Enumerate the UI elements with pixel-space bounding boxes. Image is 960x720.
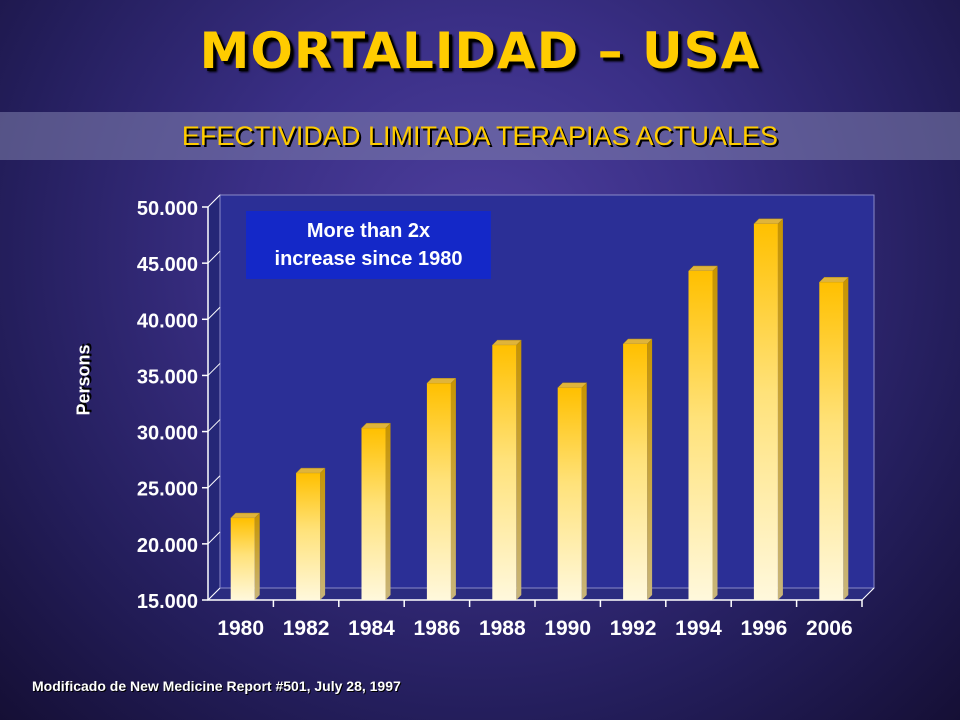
slide-title: MORTALIDAD – USA (199, 22, 761, 80)
bar (688, 271, 713, 600)
y-tick-depth (207, 419, 221, 432)
bar (753, 223, 778, 601)
bar-side (385, 423, 391, 600)
bar (361, 428, 386, 600)
annotation-callout: More than 2x increase since 1980 (246, 211, 491, 279)
bar-top (687, 265, 719, 272)
y-tick-depth (207, 306, 221, 320)
y-tick-depth (207, 587, 221, 601)
y-tick-label: 45.000 (137, 254, 198, 276)
y-tick-depth (207, 475, 221, 489)
bar-top (818, 276, 849, 283)
x-axis-depth (861, 587, 875, 601)
bar-top (491, 339, 522, 346)
y-tick-label: 30.000 (137, 423, 198, 445)
plot-side-wall (207, 193, 221, 602)
x-tick-label: 1984 (348, 617, 395, 640)
bar-top (753, 218, 784, 225)
y-tick-depth (207, 194, 221, 208)
bar (296, 473, 321, 600)
bar-side (712, 266, 718, 600)
bar (426, 383, 451, 600)
bar-side (777, 218, 783, 601)
x-tick-label: 2006 (806, 617, 853, 640)
y-tick-label: 25.000 (137, 479, 198, 501)
y-tick-label: 15.000 (137, 591, 198, 613)
bar (557, 387, 582, 600)
x-tick-label: 1990 (544, 617, 591, 640)
bar-side (647, 338, 653, 600)
y-tick-depth (207, 363, 221, 376)
bar (819, 282, 844, 600)
bar-side (516, 340, 522, 600)
y-tick-depth (207, 250, 221, 264)
bar-top (295, 467, 326, 474)
bar-side (581, 382, 587, 600)
bar-top (230, 512, 261, 519)
x-tick-label: 1982 (283, 617, 330, 640)
x-tick-label: 1996 (741, 617, 788, 640)
bar-top (426, 378, 457, 384)
bar-side (450, 378, 456, 600)
y-tick-label: 20.000 (137, 535, 198, 557)
x-tick-label: 1992 (610, 617, 657, 640)
slide-subtitle: EFECTIVIDAD LIMITADA TERAPIAS ACTUALES (181, 121, 779, 151)
bar-top (557, 382, 588, 389)
source-note: Modificado de New Medicine Report #501, … (32, 678, 401, 694)
y-axis-label: Persons (73, 344, 94, 416)
y-tick-label: 35.000 (137, 366, 198, 388)
bar-top (360, 422, 392, 429)
annotation-line-1: More than 2x (306, 220, 431, 242)
bar (623, 343, 648, 600)
bar-top (622, 338, 653, 345)
bar (230, 518, 255, 600)
bar (492, 345, 517, 600)
bar-side (254, 513, 260, 600)
y-tick-depth (207, 531, 221, 545)
x-tick-label: 1986 (414, 617, 461, 640)
bar-side (320, 468, 326, 600)
bar-side (843, 277, 849, 600)
subtitle-band (0, 112, 960, 160)
y-tick-label: 50.000 (137, 198, 198, 220)
x-tick-label: 1988 (479, 617, 526, 640)
x-tick-label: 1994 (675, 617, 722, 640)
y-tick-label: 40.000 (137, 310, 198, 332)
x-tick-label: 1980 (217, 617, 264, 640)
annotation-line-2: increase since 1980 (274, 248, 463, 270)
